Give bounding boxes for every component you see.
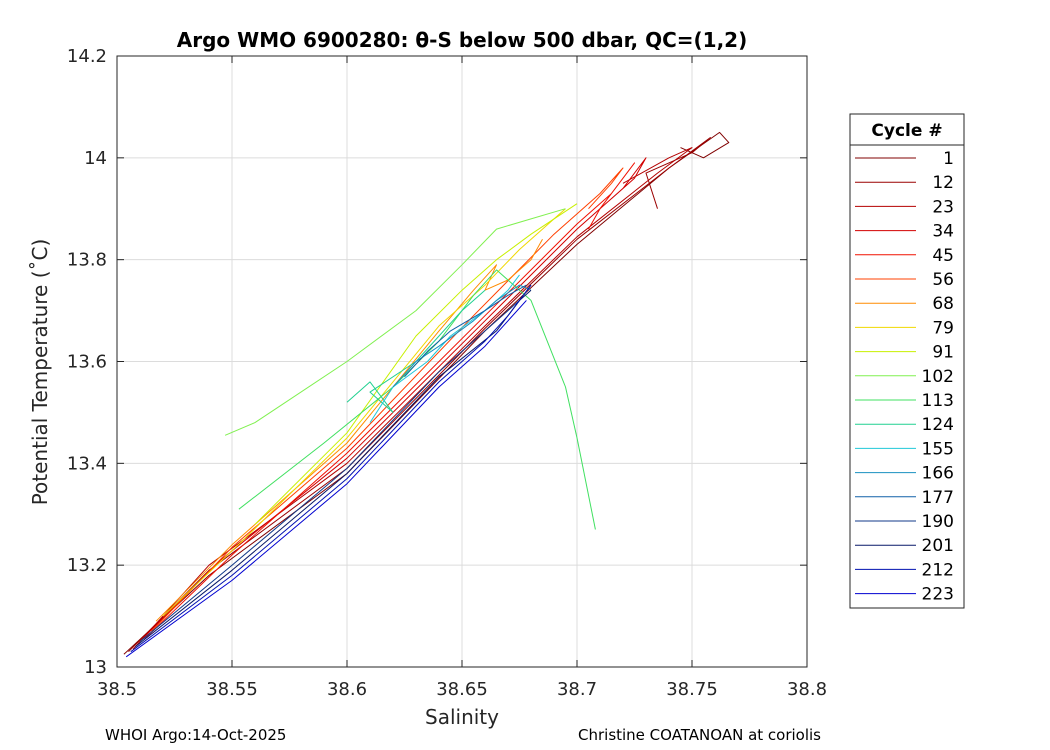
series-line-cycle-34	[139, 157, 647, 642]
legend-label: 113	[922, 391, 954, 411]
y-tick-label: 13.2	[67, 555, 107, 576]
y-tick-label: 13	[84, 657, 107, 678]
legend-box	[849, 113, 965, 609]
x-tick-label: 38.75	[666, 679, 718, 700]
legend-label: 68	[932, 294, 954, 314]
legend-label: 12	[932, 173, 954, 193]
series-line-cycle-201	[135, 289, 532, 647]
legend-label: 79	[932, 318, 954, 338]
legend-label: 1	[943, 149, 954, 169]
series-line-cycle-212	[130, 284, 532, 653]
x-tick-label: 38.65	[436, 679, 488, 700]
series-line-cycle-23	[132, 147, 693, 650]
x-tick-label: 38.7	[557, 679, 597, 700]
series-line-cycle-1	[123, 131, 730, 655]
footer-author: Christine COATANOAN at coriolis	[578, 726, 821, 744]
plot-series	[123, 131, 730, 658]
series-line-cycle-102	[224, 208, 566, 436]
y-axis-ticks: 13 13.2 13.4 13.6 13.8 14 14.2	[67, 46, 807, 678]
legend-label: 190	[922, 512, 954, 532]
series-line-cycle-124	[346, 289, 486, 413]
series-line-cycle-45	[144, 162, 635, 640]
series-line-cycle-91	[254, 203, 578, 525]
series-line-cycle-12	[128, 137, 711, 653]
series-line-cycle-177	[404, 284, 527, 378]
legend-label: 155	[922, 439, 954, 459]
legend-label: 177	[922, 488, 954, 508]
x-tick-label: 38.8	[787, 679, 827, 700]
legend-label: 201	[922, 536, 954, 556]
legend: Cycle # 1 12 23 34 45 56 68 79 91 102 113 124 155 166…	[849, 113, 965, 609]
series-line-cycle-79	[162, 208, 566, 617]
legend-label: 45	[932, 246, 954, 266]
footer-credit: WHOI Argo:14-Oct-2025	[105, 726, 287, 744]
x-axis-ticks: 38.5 38.55 38.6 38.65 38.7 38.75 38.8	[97, 56, 827, 700]
y-tick-label: 14.2	[67, 46, 107, 67]
x-tick-label: 38.6	[327, 679, 367, 700]
x-axis-label: Salinity	[425, 705, 499, 729]
legend-label: 91	[932, 343, 954, 363]
x-tick-label: 38.5	[97, 679, 137, 700]
y-tick-label: 14	[84, 148, 107, 169]
legend-label: 212	[922, 560, 954, 580]
x-tick-label: 38.55	[206, 679, 258, 700]
y-axis-label: Potential Temperature (˚C)	[28, 239, 52, 506]
y-tick-label: 13.8	[67, 250, 107, 271]
legend-label: 223	[922, 585, 954, 605]
legend-title: Cycle #	[871, 121, 942, 141]
chart-title: Argo WMO 6900280: θ-S below 500 dbar, QC…	[177, 28, 747, 52]
series-line-cycle-113	[238, 269, 596, 530]
legend-label: 124	[922, 415, 954, 435]
series-line-cycle-166	[392, 284, 532, 388]
y-tick-label: 13.6	[67, 352, 107, 373]
series-line-cycle-56	[151, 167, 624, 632]
legend-label: 166	[922, 464, 954, 484]
legend-label: 23	[932, 197, 954, 217]
legend-label: 56	[932, 270, 954, 290]
y-tick-label: 13.4	[67, 453, 107, 474]
legend-label: 102	[922, 367, 954, 387]
legend-label: 34	[932, 222, 954, 242]
legend-items: 1 12 23 34 45 56 68 79 91 102 113 124 155 166 177 190 20…	[855, 149, 954, 605]
series-line-cycle-223	[125, 300, 527, 658]
